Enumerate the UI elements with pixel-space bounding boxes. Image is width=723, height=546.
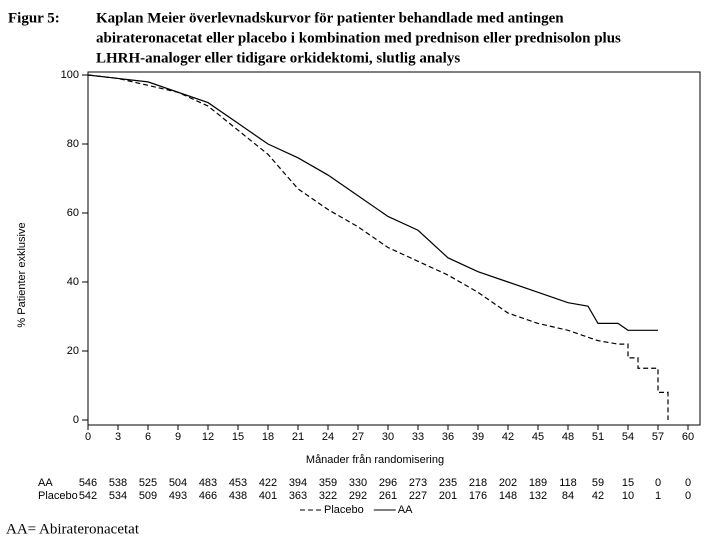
x-tick-label: 21 [292, 431, 304, 443]
x-tick-label: 60 [682, 431, 694, 443]
risk-value: 273 [409, 477, 427, 489]
risk-value: 483 [199, 477, 217, 489]
y-tick-label: 80 [67, 138, 79, 150]
y-tick-label: 20 [67, 345, 79, 357]
risk-value: 493 [169, 490, 187, 502]
risk-value: 292 [349, 490, 367, 502]
risk-value: 394 [289, 477, 307, 489]
x-tick-label: 36 [442, 431, 454, 443]
legend-label: Placebo [324, 504, 364, 516]
title-line: Kaplan Meier överlevnadskurvor för patie… [96, 10, 564, 26]
risk-value: 422 [259, 477, 277, 489]
risk-value: 261 [379, 490, 397, 502]
footnote: AA= Abirateronacetat [6, 521, 140, 537]
risk-value: 42 [592, 490, 604, 502]
x-tick-label: 54 [622, 431, 634, 443]
risk-value: 534 [109, 490, 127, 502]
risk-value: 176 [469, 490, 487, 502]
risk-row-label: AA [38, 477, 53, 489]
survival-curve [87, 74, 669, 420]
risk-value: 322 [319, 490, 337, 502]
y-tick-label: 40 [67, 276, 79, 288]
risk-value: 132 [529, 490, 547, 502]
risk-value: 227 [409, 490, 427, 502]
x-tick-label: 48 [562, 431, 574, 443]
survival-curve [87, 74, 658, 331]
risk-value: 1 [655, 490, 661, 502]
risk-value: 235 [439, 477, 457, 489]
plot-frame [87, 71, 701, 426]
risk-value: 509 [139, 490, 157, 502]
figure-label: Figur 5: [8, 10, 60, 26]
risk-value: 525 [139, 477, 157, 489]
risk-value: 201 [439, 490, 457, 502]
x-tick-label: 3 [115, 431, 121, 443]
x-tick-label: 9 [175, 431, 181, 443]
risk-value: 10 [622, 490, 634, 502]
risk-value: 218 [469, 477, 487, 489]
x-tick-label: 42 [502, 431, 514, 443]
risk-value: 118 [559, 477, 577, 489]
risk-value: 59 [592, 477, 604, 489]
risk-value: 84 [562, 490, 574, 502]
y-tick-label: 0 [73, 414, 79, 426]
risk-value: 330 [349, 477, 367, 489]
risk-value: 453 [229, 477, 247, 489]
x-tick-label: 45 [532, 431, 544, 443]
x-tick-label: 51 [592, 431, 604, 443]
risk-value: 466 [199, 490, 217, 502]
risk-value: 359 [319, 477, 337, 489]
x-tick-label: 57 [652, 431, 664, 443]
title-line: abirateronacetat eller placebo i kombina… [96, 30, 621, 46]
y-tick-label: 60 [67, 207, 79, 219]
x-tick-label: 33 [412, 431, 424, 443]
risk-value: 15 [622, 477, 634, 489]
risk-value: 363 [289, 490, 307, 502]
x-tick-label: 15 [232, 431, 244, 443]
risk-value: 148 [499, 490, 517, 502]
x-tick-label: 24 [322, 431, 334, 443]
risk-value: 538 [109, 477, 127, 489]
risk-row-label: Placebo [38, 490, 78, 502]
x-tick-label: 39 [472, 431, 484, 443]
risk-value: 0 [685, 477, 691, 489]
risk-value: 438 [229, 490, 247, 502]
x-tick-label: 30 [382, 431, 394, 443]
risk-value: 546 [79, 477, 97, 489]
risk-value: 0 [655, 477, 661, 489]
risk-value: 542 [79, 490, 97, 502]
x-tick-label: 6 [145, 431, 151, 443]
x-tick-label: 0 [85, 431, 91, 443]
risk-value: 296 [379, 477, 397, 489]
risk-value: 504 [169, 477, 187, 489]
title-line: LHRH-analoger eller tidigare orkidektomi… [96, 50, 460, 66]
risk-value: 202 [499, 477, 517, 489]
risk-value: 189 [529, 477, 547, 489]
legend-label: AA [398, 504, 413, 516]
risk-value: 401 [259, 490, 277, 502]
y-tick-label: 100 [61, 69, 79, 81]
risk-value: 0 [685, 490, 691, 502]
x-tick-label: 27 [352, 431, 364, 443]
x-tick-label: 12 [202, 431, 214, 443]
x-tick-label: 18 [262, 431, 274, 443]
y-axis-label: % Patienter exklusive [16, 222, 28, 327]
x-axis-label: Månader från randomisering [306, 454, 444, 466]
